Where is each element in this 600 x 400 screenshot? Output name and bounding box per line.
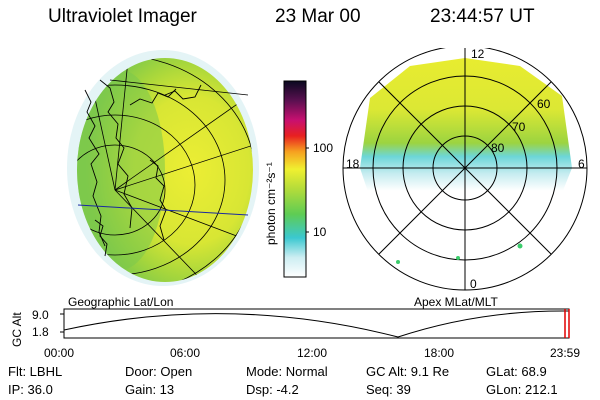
filter-info: Flt: LBHL <box>8 364 63 379</box>
apex-label: Apex MLat/MLT <box>414 295 498 309</box>
svg-text:GC Alt: GC Alt <box>10 312 24 347</box>
time-tick-0000: 00:00 <box>44 346 75 360</box>
mode-info: Mode: Normal <box>246 364 328 379</box>
colorbar-tick-10: 10 <box>313 225 327 239</box>
alt-tick-1.8: 1.8 <box>32 325 49 339</box>
gc-alt-axis-label: GC Alt <box>10 312 24 347</box>
dsp-info: Dsp: -4.2 <box>246 382 299 397</box>
terminator-line <box>77 204 249 216</box>
glat-info: GLat: 68.9 <box>486 364 547 379</box>
colorbar-tick-100: 100 <box>313 141 334 155</box>
mlt-label-12: 12 <box>471 47 485 61</box>
time-tick-1800: 18:00 <box>424 346 455 360</box>
colorbar <box>283 80 309 278</box>
coastlines <box>84 79 202 257</box>
mlat-label-70: 70 <box>512 120 526 134</box>
colorbar-unit: photon cm⁻²s⁻¹ <box>264 162 278 245</box>
date-label: 23 Mar 00 <box>275 6 361 27</box>
polar-plot <box>342 48 588 291</box>
mlt-label-18: 18 <box>346 157 360 171</box>
geographic-label: Geographic Lat/Lon <box>68 295 174 309</box>
app-title: Ultraviolet Imager <box>48 6 197 27</box>
time-tick-2359: 23:59 <box>550 346 581 360</box>
mlt-label-0: 0 <box>470 277 477 291</box>
time-tick-1200: 12:00 <box>297 346 328 360</box>
mlt-label-6: 6 <box>578 157 585 171</box>
door-info: Door: Open <box>125 364 193 379</box>
mlat-label-60: 60 <box>537 97 551 111</box>
altitude-curve <box>63 310 570 338</box>
ip-info: IP: 36.0 <box>8 382 53 397</box>
glon-info: GLon: 212.1 <box>486 382 558 397</box>
colorbar-unit-text: photon cm⁻²s⁻¹ <box>264 162 278 245</box>
auroral-glow <box>360 58 572 228</box>
gc-alt-info: GC Alt: 9.1 Re <box>366 364 450 379</box>
gain-info: Gain: 13 <box>125 382 175 397</box>
time-tick-0600: 06:00 <box>170 346 201 360</box>
altitude-plot <box>60 308 570 339</box>
polar-grid <box>342 48 588 291</box>
alt-tick-9: 9.0 <box>32 308 49 322</box>
mlat-label-80: 80 <box>491 141 505 155</box>
seq-info: Seq: 39 <box>366 382 411 397</box>
time-label: 23:44:57 UT <box>430 6 535 27</box>
